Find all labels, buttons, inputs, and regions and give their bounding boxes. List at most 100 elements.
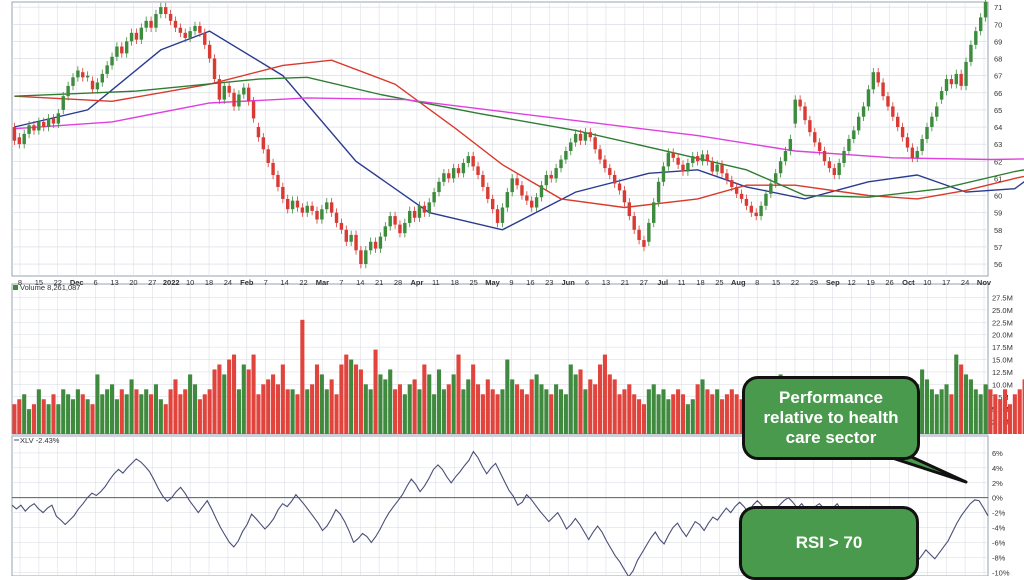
candle-body: [203, 32, 207, 45]
x-tick-label: 14: [280, 278, 288, 287]
candle-body: [578, 133, 583, 141]
volume-bar: [705, 389, 710, 434]
volume-bar: [407, 384, 412, 434]
relative-tick-label: -6%: [992, 538, 1006, 547]
candle-body: [730, 180, 734, 187]
volume-bar: [549, 394, 554, 434]
volume-bar: [192, 384, 198, 434]
volume-bar: [129, 379, 134, 434]
volume-bar: [729, 389, 734, 434]
candle-body: [56, 113, 61, 124]
volume-bar: [100, 394, 105, 434]
candle-body: [676, 157, 680, 165]
candle-body: [896, 116, 900, 128]
candle-body: [71, 77, 75, 86]
volume-bar: [973, 389, 978, 434]
candle-body: [486, 186, 490, 199]
volume-bar: [353, 364, 359, 434]
candle-body: [969, 44, 973, 62]
candle-body: [442, 173, 446, 182]
candle-body: [700, 154, 705, 162]
volume-bar: [934, 394, 939, 434]
volume-bar: [954, 354, 959, 434]
price-tick-label: 64: [994, 123, 1002, 132]
x-tick-label: Feb: [240, 278, 254, 287]
x-tick-label: 20: [129, 278, 137, 287]
candle-body: [154, 13, 158, 28]
candle-body: [686, 162, 690, 172]
volume-bar: [17, 399, 22, 434]
x-tick-label: 21: [375, 278, 383, 287]
candle-body: [373, 241, 378, 249]
candle-body: [852, 130, 856, 139]
candle-body: [652, 202, 656, 223]
volume-bar: [256, 394, 261, 434]
volume-bar: [275, 384, 281, 434]
volume-bar: [27, 409, 32, 434]
candle-body: [627, 202, 632, 217]
volume-bar: [402, 394, 407, 434]
volume-bar: [622, 389, 627, 434]
candle-body: [61, 96, 65, 110]
volume-bar: [358, 369, 363, 434]
volume-tick-label: 22.5M: [992, 318, 1013, 327]
volume-bar: [56, 404, 61, 434]
volume-bar: [573, 374, 578, 434]
candle-body: [246, 87, 251, 102]
volume-bar: [529, 379, 534, 434]
volume-bar: [500, 389, 505, 434]
volume-bar: [978, 394, 983, 434]
candle-body: [354, 234, 358, 251]
candle-body: [451, 168, 456, 179]
volume-bar: [436, 369, 442, 434]
candle-body: [37, 121, 41, 131]
callout-rsi: RSI > 70: [739, 506, 919, 580]
relative-tick-label: -4%: [992, 524, 1006, 533]
price-tick-label: 65: [994, 106, 1002, 115]
volume-bar: [290, 389, 295, 434]
volume-tick-label: 20.0M: [992, 331, 1013, 340]
candle-body: [398, 224, 402, 234]
volume-bar: [505, 359, 510, 434]
candle-body: [183, 32, 187, 38]
volume-bar: [378, 374, 383, 434]
volume-tick-label: 10.0M: [992, 380, 1013, 389]
moving-average-line: [14, 30, 1024, 231]
candle-body: [944, 79, 949, 92]
x-tick-label: 15: [772, 278, 780, 287]
candle-body: [559, 159, 563, 169]
candle-body: [778, 161, 783, 174]
price-tick-label: 60: [994, 192, 1002, 201]
candle-body: [198, 25, 202, 33]
volume-bar: [988, 389, 993, 434]
candle-body: [808, 120, 812, 133]
candle-body: [212, 58, 217, 80]
candle-body: [564, 150, 568, 160]
candle-body: [612, 174, 617, 184]
x-tick-label: 17: [942, 278, 950, 287]
candle-body: [393, 216, 397, 225]
candle-body: [964, 61, 968, 86]
candle-body: [681, 164, 685, 172]
candle-body: [32, 125, 36, 131]
candle-body: [432, 192, 436, 203]
candle-body: [144, 20, 148, 28]
candle-body: [408, 210, 412, 223]
volume-bar: [690, 399, 695, 434]
candle-body: [22, 133, 26, 145]
candle-body: [925, 127, 929, 139]
x-tick-label: 10: [186, 278, 194, 287]
volume-bar: [588, 379, 593, 434]
candle-body: [671, 152, 675, 158]
candle-body: [725, 173, 729, 181]
volume-bar: [246, 369, 251, 434]
volume-bar: [480, 394, 485, 434]
candle-body: [164, 7, 168, 14]
volume-bar: [153, 384, 159, 434]
candle-body: [939, 91, 944, 100]
volume-bar: [695, 384, 700, 434]
x-tick-label: 18: [696, 278, 704, 287]
x-tick-label: 22: [54, 278, 62, 287]
candle-body: [886, 96, 890, 107]
candle-body: [276, 174, 280, 187]
